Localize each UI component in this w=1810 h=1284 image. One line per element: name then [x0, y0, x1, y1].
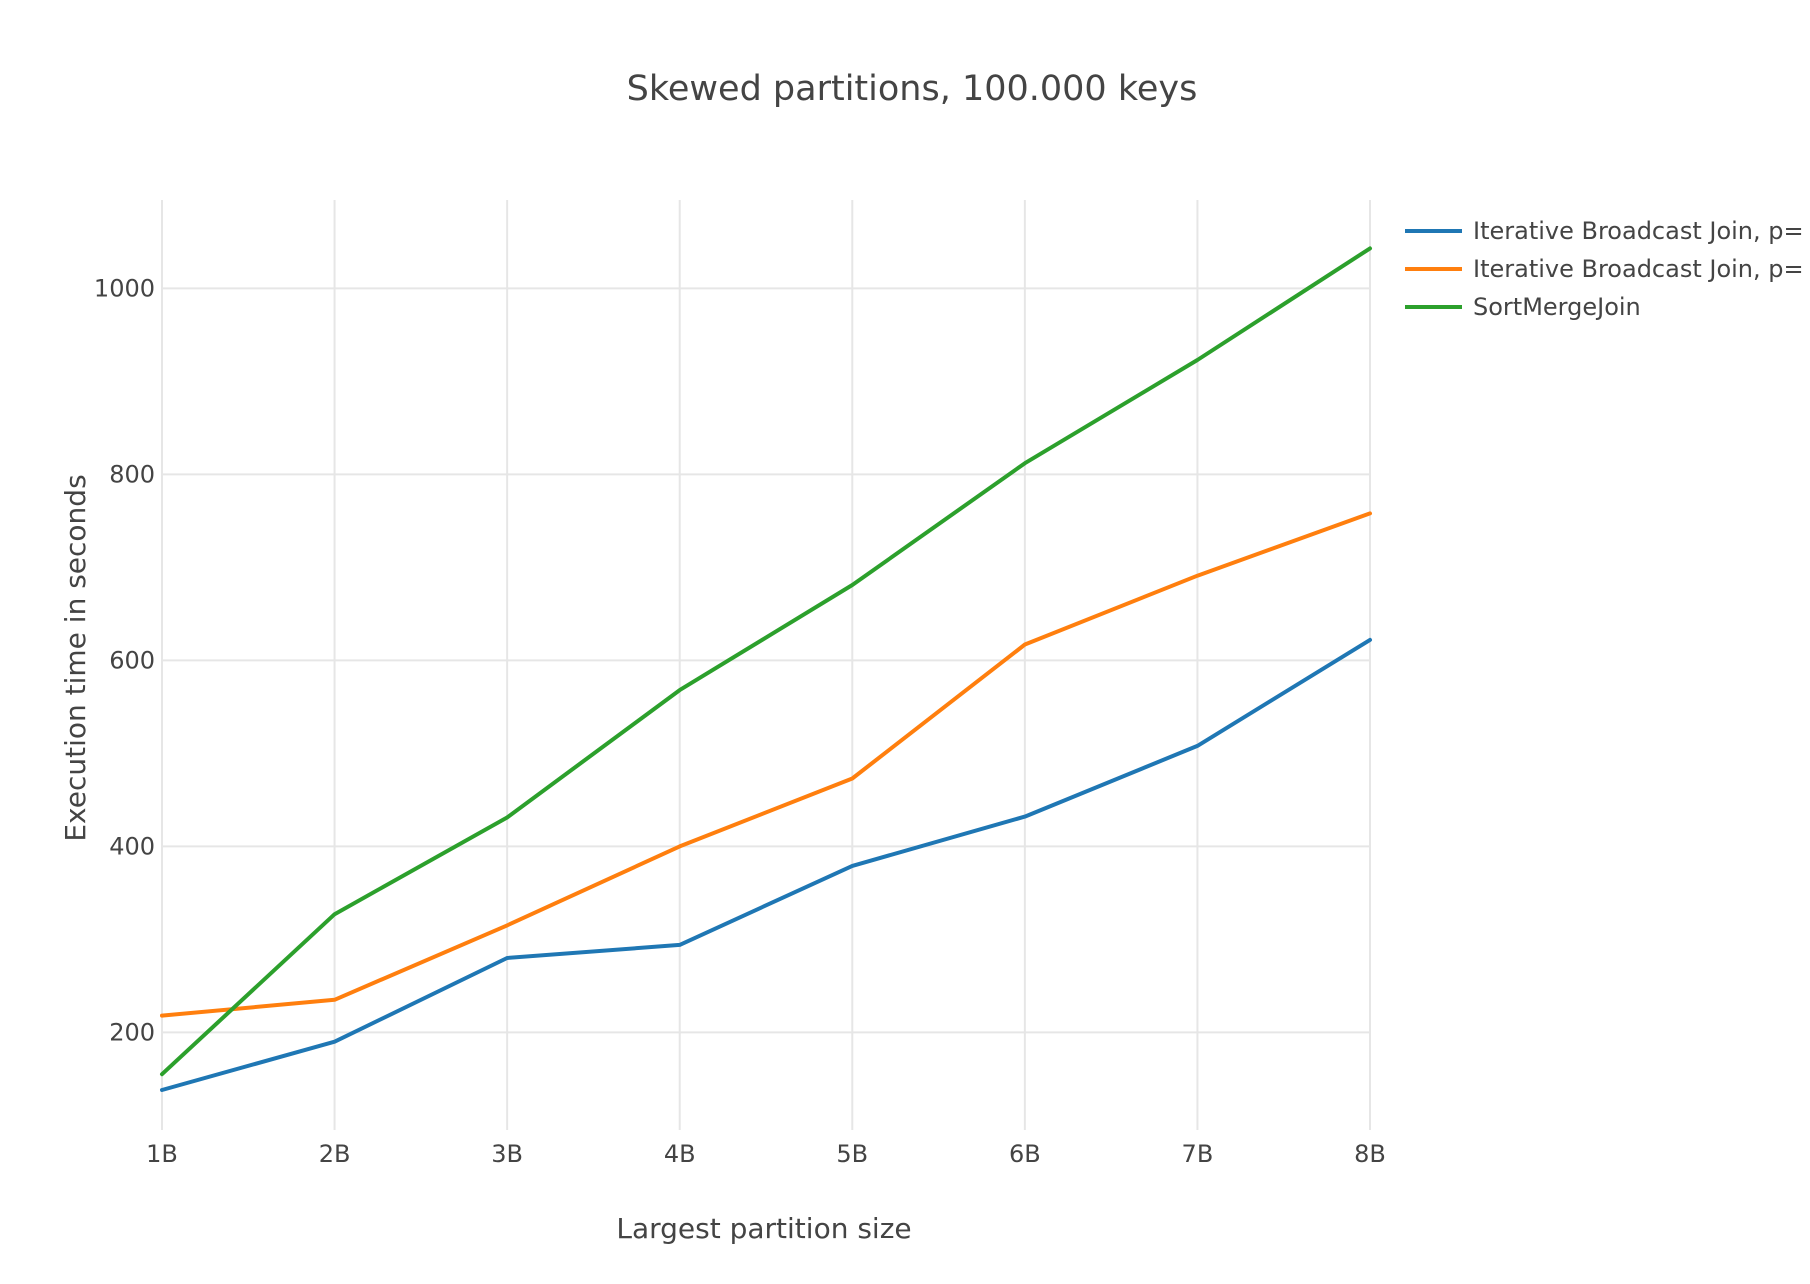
legend-label: Iterative Broadcast Join, p=	[1473, 255, 1804, 283]
x-tick-label: 4B	[664, 1140, 696, 1168]
y-axis-title: Execution time in seconds	[59, 474, 92, 841]
x-tick-label: 3B	[491, 1140, 523, 1168]
chart-title: Skewed partitions, 100.000 keys	[627, 69, 1198, 109]
y-tick-label: 400	[109, 832, 155, 860]
x-tick-label: 2B	[319, 1140, 351, 1168]
legend-item-2[interactable]: Iterative Broadcast Join, p=	[1405, 255, 1804, 283]
y-tick-label: 200	[109, 1018, 155, 1046]
y-tick-label: 1000	[94, 274, 155, 302]
y-tick-label: 800	[109, 460, 155, 488]
series-line-3	[160, 246, 1372, 1077]
x-tick-label: 1B	[146, 1140, 178, 1168]
series-layer	[160, 246, 1372, 1092]
legend-label: SortMergeJoin	[1473, 293, 1641, 321]
legend-item-1[interactable]: Iterative Broadcast Join, p=	[1405, 217, 1804, 245]
series-line-2	[160, 511, 1372, 1018]
x-tick-label: 5B	[836, 1140, 868, 1168]
tick-layer: 1B 2B 3B 4B 5B 6B 7B 8B 200 400 600 800 1000	[94, 274, 1386, 1168]
x-axis-title: Largest partition size	[616, 1212, 911, 1245]
x-tick-label: 6B	[1009, 1140, 1041, 1168]
legend-item-3[interactable]: SortMergeJoin	[1405, 293, 1641, 321]
legend-label: Iterative Broadcast Join, p=	[1473, 217, 1804, 245]
series-line-1	[160, 637, 1372, 1092]
x-tick-label: 7B	[1182, 1140, 1214, 1168]
x-tick-label: 8B	[1354, 1140, 1386, 1168]
y-tick-label: 600	[109, 646, 155, 674]
grid-layer	[161, 200, 1371, 1130]
legend: Iterative Broadcast Join, p= Iterative Br…	[1405, 217, 1804, 321]
